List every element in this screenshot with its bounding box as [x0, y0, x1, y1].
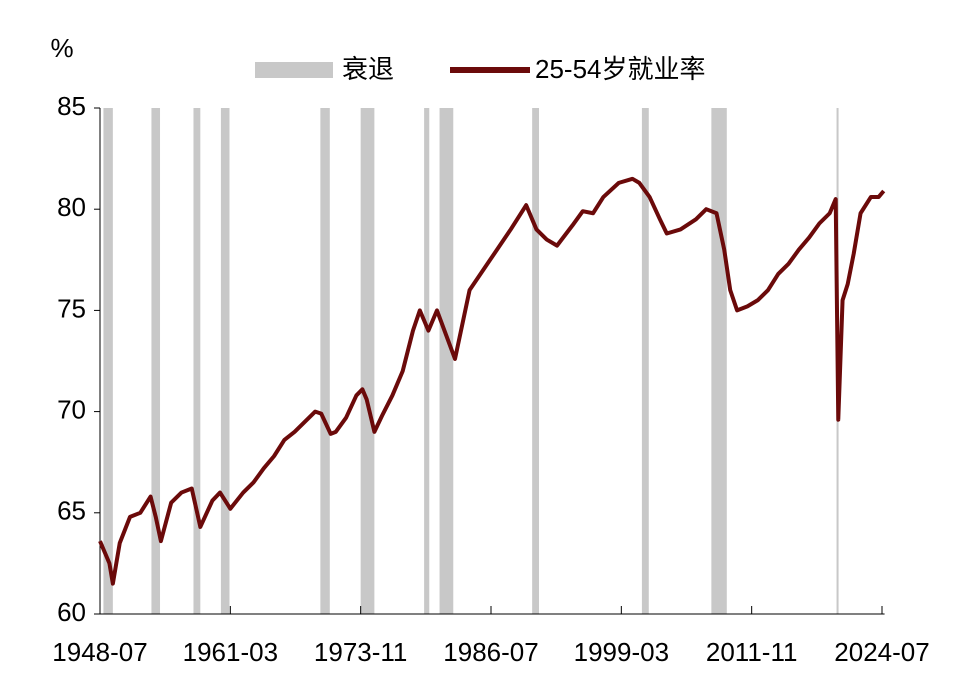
x-tick-label: 1948-07 [52, 637, 147, 667]
y-tick-label: 85 [57, 91, 86, 121]
recession-band [641, 108, 649, 614]
x-tick-label: 1973-11 [314, 637, 408, 667]
x-tick-label: 2024-07 [834, 637, 929, 667]
recession-band [151, 108, 161, 614]
data-line [98, 176, 886, 586]
y-unit: % [50, 33, 73, 63]
legend-label: 衰退 [342, 54, 394, 84]
x-tick-label: 2011-11 [706, 637, 798, 667]
y-tick-label: 60 [57, 597, 86, 627]
recession-band [360, 108, 375, 614]
recession-band [193, 108, 201, 614]
legend-label: 25-54岁就业率 [535, 54, 706, 84]
recession-band [439, 108, 454, 614]
y-tick-label: 70 [57, 394, 86, 424]
x-tick-label: 1986-07 [443, 637, 538, 667]
y-tick-label: 65 [57, 496, 86, 526]
legend-band-swatch [255, 62, 333, 78]
x-tick-label: 1961-03 [183, 637, 278, 667]
recession-band [532, 108, 540, 614]
recession-band [220, 108, 230, 614]
recession-band [320, 108, 330, 614]
recession-band [711, 108, 727, 614]
recession-band [424, 108, 430, 614]
x-tick-label: 1999-03 [574, 637, 669, 667]
recession-band [103, 108, 113, 614]
y-tick-label: 80 [57, 192, 86, 222]
y-tick-label: 75 [57, 293, 86, 323]
